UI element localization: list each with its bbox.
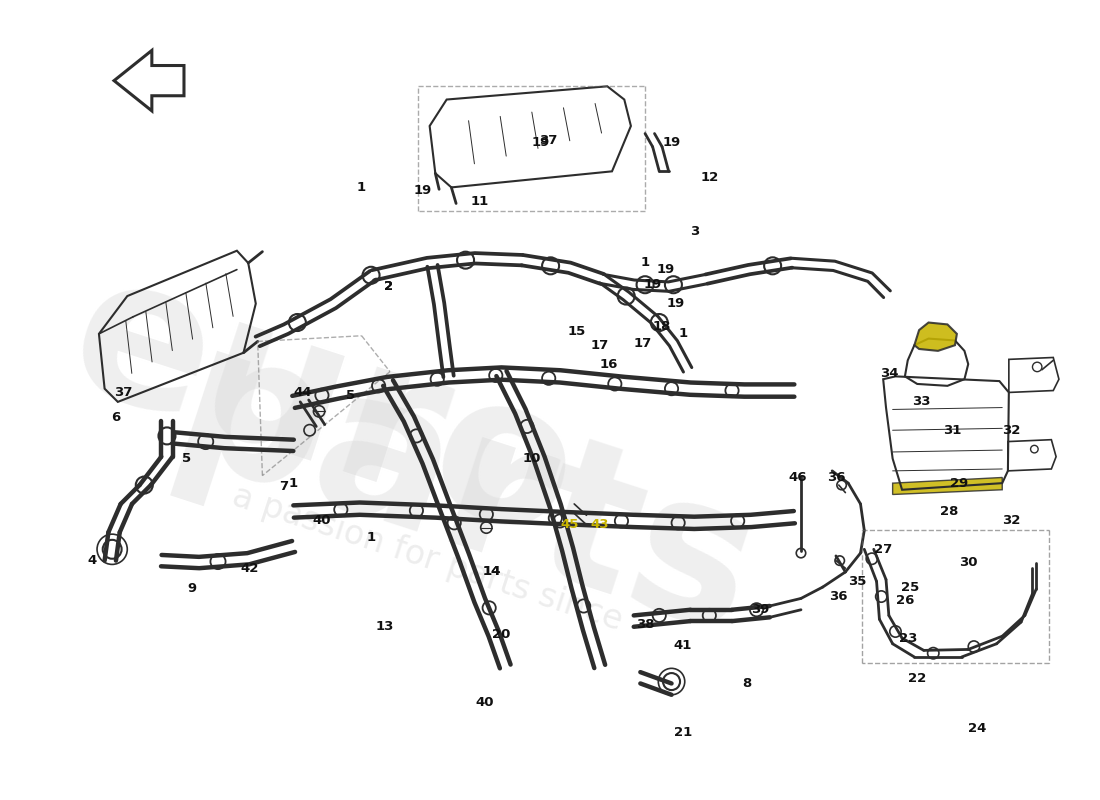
Text: 28: 28 [940,505,958,518]
Polygon shape [892,478,1002,494]
Text: 2: 2 [384,280,393,293]
Text: 1: 1 [640,257,650,270]
Text: 12: 12 [701,171,718,185]
Text: 26: 26 [895,594,914,607]
Text: 1: 1 [679,327,688,340]
Text: 19: 19 [657,263,675,276]
Text: 19: 19 [667,297,684,310]
Text: 16: 16 [600,358,618,370]
Text: 20: 20 [493,628,510,641]
Text: 9: 9 [187,582,196,595]
Text: 41: 41 [673,639,692,652]
Text: 37: 37 [114,386,133,399]
Text: 27: 27 [874,542,892,556]
Text: 5: 5 [345,389,355,402]
Text: euro: euro [47,237,600,582]
Text: 25: 25 [901,581,918,594]
Text: 17: 17 [634,337,652,350]
Text: 4: 4 [88,554,97,567]
Text: 21: 21 [673,726,692,739]
Text: 23: 23 [899,632,917,645]
Text: 42: 42 [241,562,260,574]
Text: 40: 40 [475,696,494,709]
Text: 44: 44 [294,386,312,399]
Text: 37: 37 [539,134,558,146]
Text: 38: 38 [636,618,654,631]
Text: 19: 19 [532,137,550,150]
Text: 6: 6 [111,410,121,423]
Text: 30: 30 [959,556,978,569]
Text: 43: 43 [591,518,609,531]
Text: 19: 19 [644,278,662,291]
Text: 45: 45 [560,518,579,531]
Text: 31: 31 [943,424,961,437]
Text: 5: 5 [183,452,191,465]
Text: 2: 2 [384,280,393,293]
Text: parts: parts [153,310,779,679]
Text: 13: 13 [376,620,395,634]
Text: 1: 1 [366,530,375,543]
Text: 1: 1 [289,477,298,490]
Polygon shape [914,322,957,351]
Text: 32: 32 [1002,424,1021,437]
Text: 32: 32 [1002,514,1021,527]
Text: 40: 40 [312,514,331,527]
Text: 35: 35 [848,575,867,588]
Text: 19: 19 [414,184,432,197]
Text: 8: 8 [742,677,751,690]
Text: 11: 11 [471,195,488,208]
Text: 24: 24 [968,722,987,735]
Text: 3: 3 [690,226,698,238]
Text: 14: 14 [483,566,502,578]
Text: 36: 36 [829,590,848,603]
Text: 19: 19 [662,137,681,150]
Text: 1: 1 [358,181,366,194]
Text: a passion for parts since: a passion for parts since [229,480,627,638]
Text: 15: 15 [568,326,586,338]
Text: 7: 7 [279,481,288,494]
Text: 36: 36 [827,471,845,484]
Text: 18: 18 [653,320,671,333]
Text: 34: 34 [880,367,898,380]
Text: 39: 39 [751,603,770,616]
Text: 29: 29 [949,477,968,490]
Text: 22: 22 [909,672,926,686]
Text: 10: 10 [522,452,541,465]
Text: 33: 33 [912,395,931,408]
Text: 46: 46 [789,471,807,484]
Text: 14: 14 [483,566,502,578]
Text: 17: 17 [591,338,608,352]
